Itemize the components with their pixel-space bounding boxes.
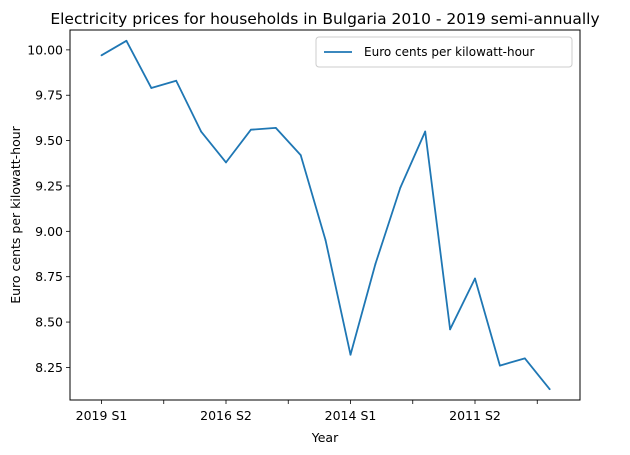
y-tick-label: 8.75 (35, 269, 63, 284)
data-point (324, 239, 327, 242)
data-point (449, 328, 451, 331)
data-point (250, 128, 252, 131)
series-layer (100, 39, 551, 391)
data-point (100, 54, 103, 57)
y-axis: 8.25 8.50 8.75 9.00 9.25 9.50 9.75 10.00 (27, 42, 70, 375)
y-tick-label: 8.50 (35, 315, 63, 330)
x-axis-label: Year (311, 430, 339, 445)
data-point (548, 388, 551, 391)
data-point (299, 154, 302, 157)
y-tick-label: 9.75 (35, 88, 63, 103)
x-tick-label: 2016 S2 (200, 408, 252, 423)
x-axis: 2019 S1 2016 S2 2014 S1 2011 S2 (76, 400, 538, 423)
plot-area (69, 29, 581, 401)
y-tick-label: 10.00 (27, 42, 63, 57)
data-point (474, 277, 476, 280)
legend: Euro cents per kilowatt-hour (315, 36, 573, 68)
data-point (399, 186, 402, 189)
data-point (150, 87, 153, 89)
x-tick-label: 2011 S2 (449, 408, 501, 423)
data-point (523, 357, 526, 360)
x-tick-label: 2014 S1 (325, 408, 377, 423)
x-tick-label: 2019 S1 (76, 408, 128, 423)
data-point (349, 353, 352, 356)
chart-title: Electricity prices for households in Bul… (50, 10, 599, 28)
data-point (200, 130, 203, 133)
y-tick-label: 8.25 (35, 360, 63, 375)
data-point (225, 161, 227, 164)
y-tick-label: 9.50 (35, 133, 63, 148)
data-point (424, 130, 427, 133)
y-axis-label: Euro cents per kilowatt-hour (8, 125, 23, 303)
y-tick-label: 9.25 (35, 178, 63, 193)
data-point (125, 39, 128, 42)
data-point (374, 263, 377, 265)
y-tick-label: 9.00 (35, 224, 63, 239)
data-point (274, 126, 277, 129)
legend-label: Euro cents per kilowatt-hour (364, 45, 535, 59)
data-point (175, 79, 178, 82)
data-point (499, 364, 501, 367)
legend-box (315, 36, 573, 68)
